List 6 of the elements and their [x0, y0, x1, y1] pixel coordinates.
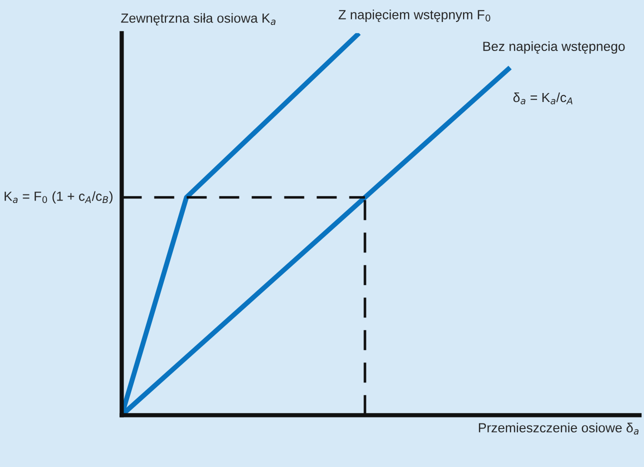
text: K$_{a}$ = F$_{0}$ (1 + c$_{A}$/c$_{B}$) [4, 191, 113, 204]
text: Bez napięcia wstępnego [483, 41, 625, 54]
x-axis-title: Przemieszczenie osiowe δ$_{a}$ [478, 422, 639, 435]
series-label: Z napięciem wstępnym F$_{0}$ [338, 10, 490, 22]
annotation: δ$_{a}$ = K$_{a}$/c$_{A}$ [513, 92, 572, 104]
y-axis-title: Zewnętrzna siła osiowa K$_{a}$ [121, 13, 276, 26]
